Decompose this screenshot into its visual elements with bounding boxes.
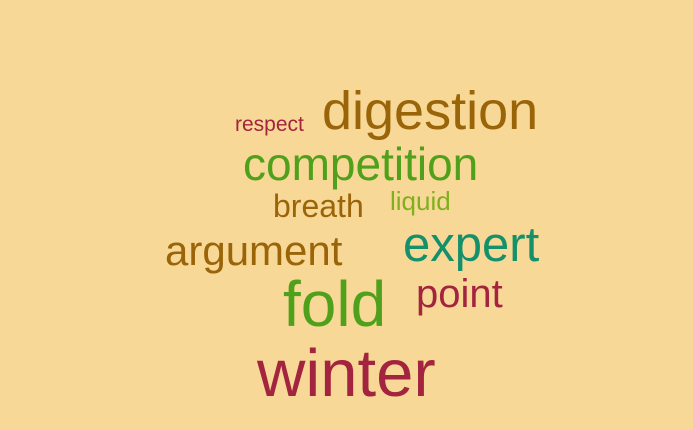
- word-winter: winter: [257, 336, 436, 411]
- word-expert: expert: [403, 218, 540, 272]
- word-breath: breath: [273, 188, 364, 224]
- word-liquid: liquid: [390, 186, 451, 216]
- word-point: point: [416, 272, 503, 316]
- word-competition: competition: [243, 138, 479, 190]
- word-argument: argument: [165, 227, 343, 274]
- word-fold: fold: [283, 268, 387, 340]
- word-digestion: digestion: [322, 81, 539, 141]
- word-respect: respect: [235, 113, 304, 136]
